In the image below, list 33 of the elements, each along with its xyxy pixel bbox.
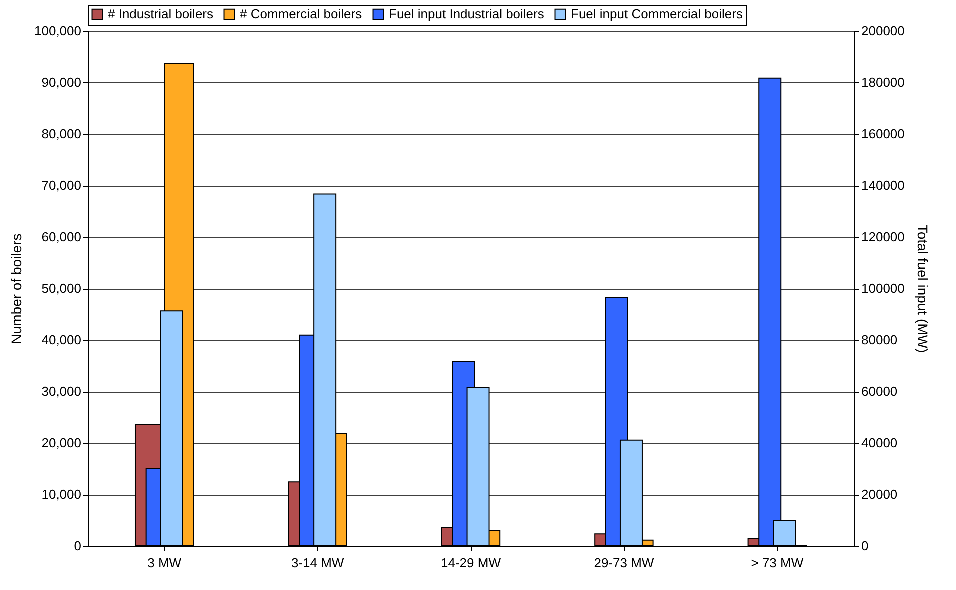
y-tick-label: 60,000 xyxy=(42,230,82,244)
y2-tick-label: 0 xyxy=(862,538,869,554)
y-axis-title: Number of boilers xyxy=(8,234,25,344)
x-tick-label: > 73 MW xyxy=(751,556,804,570)
y2-tick-label: 60000 xyxy=(862,384,898,399)
y-tick-label: 20,000 xyxy=(42,436,82,450)
y2-tick-label: 180000 xyxy=(862,75,905,90)
y2-tick-label: 100000 xyxy=(862,281,905,296)
y-tick-label: 40,000 xyxy=(42,332,82,348)
y2-axis-title: Total fuel input (MW) xyxy=(914,224,931,354)
y2-tick-label: 40000 xyxy=(862,436,898,450)
y2-tick-label: 20000 xyxy=(862,487,898,502)
legend-label: Fuel input Industrial boilers xyxy=(389,6,545,22)
y-tick-label: 30,000 xyxy=(42,384,82,399)
y-tick-label: 80,000 xyxy=(42,126,82,142)
legend-label: # Commercial boilers xyxy=(240,6,363,22)
x-tick-label: 29-73 MW xyxy=(594,556,655,570)
y2-tick-label: 160000 xyxy=(862,126,905,142)
y-tick-label: 100,000 xyxy=(34,24,82,38)
y-tick-label: 90,000 xyxy=(42,75,82,90)
y-tick-label: 50,000 xyxy=(42,281,82,296)
legend-label: # Industrial boilers xyxy=(108,6,214,22)
y2-tick-label: 80000 xyxy=(862,332,898,348)
x-tick-label: 3-14 MW xyxy=(291,556,345,570)
legend-label: Fuel input Commercial boilers xyxy=(571,6,744,22)
y-tick-label: 70,000 xyxy=(42,178,82,193)
y2-tick-label: 140000 xyxy=(862,178,905,193)
x-tick-label: 3 MW xyxy=(148,556,182,570)
y2-tick-label: 120000 xyxy=(862,230,905,244)
y2-tick-label: 200000 xyxy=(862,24,905,38)
y-tick-label: 0 xyxy=(74,538,82,554)
x-tick-label: 14-29 MW xyxy=(441,556,502,570)
y-tick-label: 10,000 xyxy=(42,487,82,502)
